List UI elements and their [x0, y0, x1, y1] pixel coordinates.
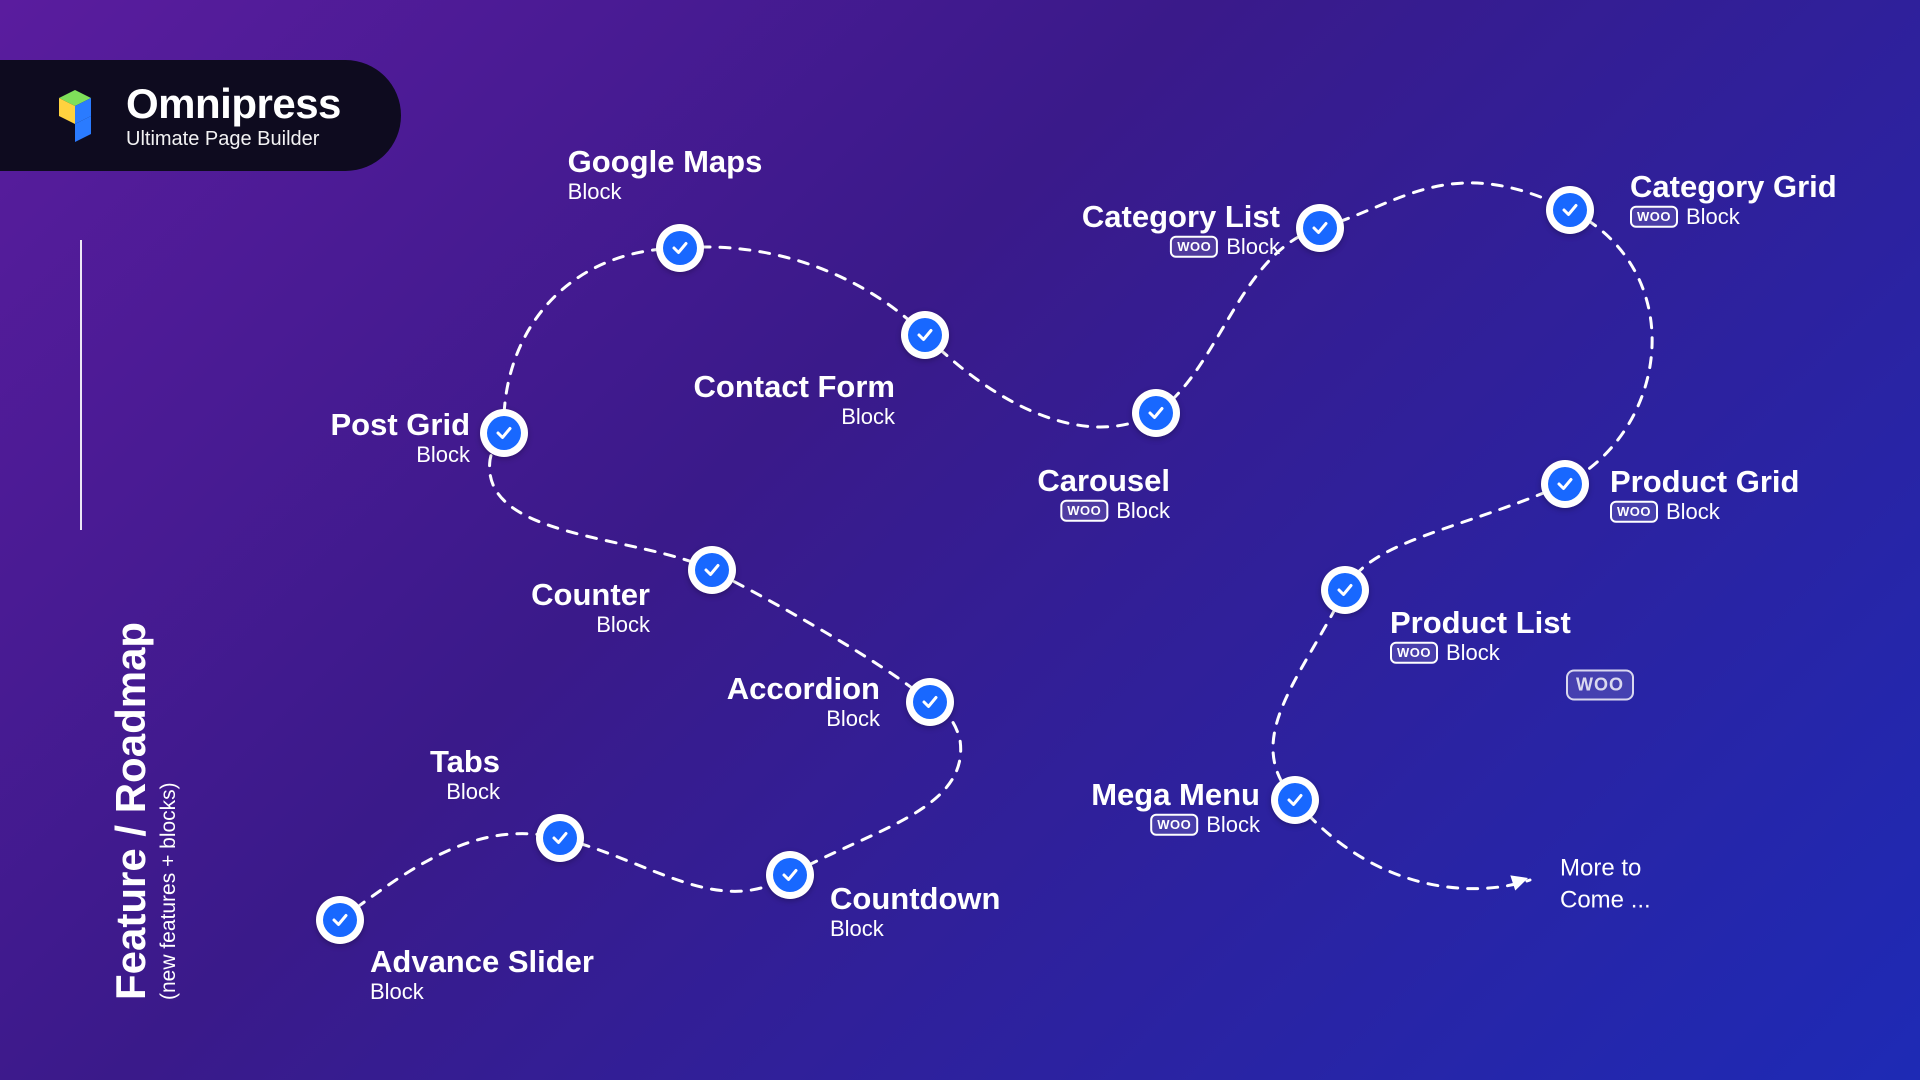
checkmark-icon [908, 318, 942, 352]
checkmark-icon [1303, 211, 1337, 245]
woo-badge-icon: WOO [1150, 814, 1198, 836]
more-to-come-text: More toCome ... [1560, 853, 1651, 918]
roadmap-label-tabs: TabsBlock [430, 745, 500, 805]
roadmap-node-accordion [906, 678, 954, 726]
roadmap-label-title: Product List [1390, 606, 1571, 640]
roadmap-label-title: Accordion [727, 672, 880, 706]
roadmap-node-counter [688, 546, 736, 594]
roadmap-label-sub: Block [830, 916, 1000, 942]
roadmap-label-sub: Block [694, 404, 896, 430]
roadmap-label-sub: WOOBlock [1390, 640, 1571, 666]
roadmap-label-sub: WOOBlock [1610, 499, 1799, 525]
roadmap-label-sub: Block [370, 979, 594, 1005]
roadmap-label-product-list: Product ListWOOBlock [1390, 606, 1571, 666]
checkmark-icon [323, 903, 357, 937]
woo-badge-icon: WOO [1170, 236, 1218, 258]
roadmap-label-title: Post Grid [330, 408, 470, 442]
checkmark-icon [663, 231, 697, 265]
checkmark-icon [913, 685, 947, 719]
roadmap-label-title: Advance Slider [370, 945, 594, 979]
roadmap-node-product-list [1321, 566, 1369, 614]
roadmap-node-post-grid [480, 409, 528, 457]
roadmap-node-category-grid [1546, 186, 1594, 234]
roadmap-node-mega-menu [1271, 776, 1319, 824]
roadmap-label-product-grid: Product GridWOOBlock [1610, 465, 1799, 525]
roadmap-label-google-maps: Google MapsBlock [568, 145, 763, 205]
roadmap-label-post-grid: Post GridBlock [330, 408, 470, 468]
woo-badge-floating-icon: WOO [1566, 670, 1634, 701]
checkmark-icon [695, 553, 729, 587]
roadmap-node-countdown [766, 851, 814, 899]
roadmap-label-sub: Block [531, 612, 650, 638]
roadmap-label-sub: WOOBlock [1091, 812, 1260, 838]
roadmap-node-tabs [536, 814, 584, 862]
roadmap-label-title: Category Grid [1630, 170, 1837, 204]
roadmap-label-title: Contact Form [694, 370, 896, 404]
roadmap-canvas: Advance SliderBlockTabsBlockCountdownBlo… [0, 0, 1920, 1080]
roadmap-label-category-list: Category ListWOOBlock [1082, 200, 1280, 260]
woo-badge-icon: WOO [1060, 500, 1108, 522]
roadmap-label-sub: Block [330, 442, 470, 468]
roadmap-label-sub: Block [727, 706, 880, 732]
roadmap-node-contact-form [901, 311, 949, 359]
roadmap-label-title: Carousel [1037, 464, 1170, 498]
roadmap-label-sub: Block [568, 179, 763, 205]
roadmap-label-sub: WOOBlock [1082, 234, 1280, 260]
roadmap-label-countdown: CountdownBlock [830, 882, 1000, 942]
roadmap-label-sub: WOOBlock [1630, 204, 1837, 230]
roadmap-label-title: Google Maps [568, 145, 763, 179]
roadmap-node-google-maps [656, 224, 704, 272]
roadmap-label-counter: CounterBlock [531, 578, 650, 638]
roadmap-node-product-grid [1541, 460, 1589, 508]
roadmap-label-advance-slider: Advance SliderBlock [370, 945, 594, 1005]
roadmap-node-category-list [1296, 204, 1344, 252]
checkmark-icon [543, 821, 577, 855]
roadmap-label-title: Counter [531, 578, 650, 612]
roadmap-label-contact-form: Contact FormBlock [694, 370, 896, 430]
roadmap-label-title: Category List [1082, 200, 1280, 234]
roadmap-label-sub: WOOBlock [1037, 498, 1170, 524]
roadmap-label-mega-menu: Mega MenuWOOBlock [1091, 778, 1260, 838]
roadmap-label-carousel: CarouselWOOBlock [1037, 464, 1170, 524]
roadmap-label-accordion: AccordionBlock [727, 672, 880, 732]
roadmap-label-title: Countdown [830, 882, 1000, 916]
roadmap-node-carousel [1132, 389, 1180, 437]
roadmap-label-title: Product Grid [1610, 465, 1799, 499]
checkmark-icon [1548, 467, 1582, 501]
roadmap-label-title: Tabs [430, 745, 500, 779]
checkmark-icon [1139, 396, 1173, 430]
woo-badge-icon: WOO [1610, 501, 1658, 523]
checkmark-icon [773, 858, 807, 892]
roadmap-node-advance-slider [316, 896, 364, 944]
roadmap-label-sub: Block [430, 779, 500, 805]
roadmap-label-category-grid: Category GridWOOBlock [1630, 170, 1837, 230]
checkmark-icon [1278, 783, 1312, 817]
woo-badge-icon: WOO [1630, 206, 1678, 228]
roadmap-label-title: Mega Menu [1091, 778, 1260, 812]
checkmark-icon [1328, 573, 1362, 607]
checkmark-icon [487, 416, 521, 450]
checkmark-icon [1553, 193, 1587, 227]
woo-badge-icon: WOO [1390, 642, 1438, 664]
